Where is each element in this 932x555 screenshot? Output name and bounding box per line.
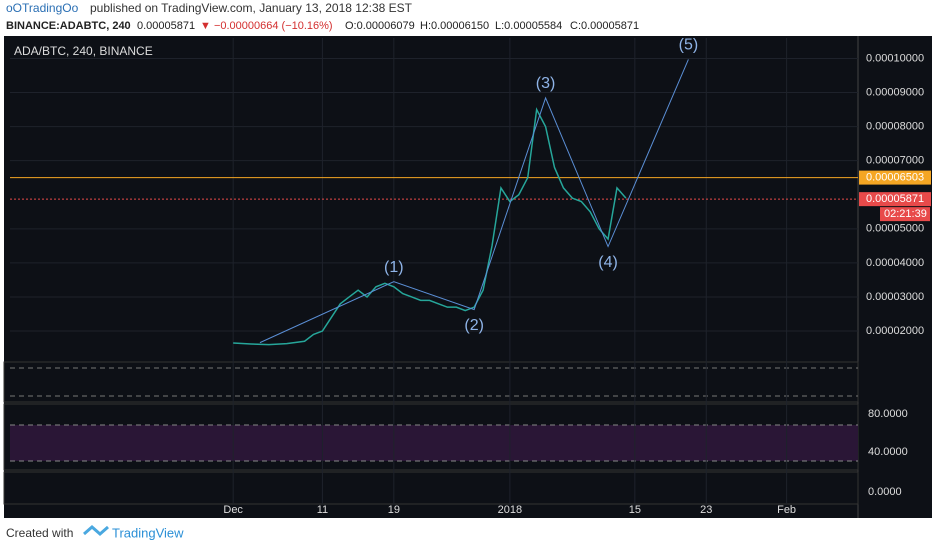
y-tick-label: 0.00004000 — [866, 257, 924, 269]
stoch-pane — [3, 361, 859, 403]
price-line — [233, 107, 627, 346]
wave-label: (1) — [384, 259, 404, 276]
macd-tick: 0.0000 — [868, 486, 902, 498]
wave-line — [259, 59, 689, 344]
footer-brand[interactable]: TradingView — [112, 525, 184, 540]
y-tick-label: 0.00002000 — [866, 325, 924, 337]
change: ▼ −0.00000664 (−10.16%) — [200, 20, 333, 32]
y-tick-label: 0.00005000 — [866, 223, 924, 235]
rsi-tick: 40.0000 — [868, 446, 908, 458]
level-tag — [859, 192, 931, 207]
wave-label: (5) — [679, 37, 699, 54]
x-tick-label: 15 — [629, 504, 641, 516]
chart-title: ADA/BTC, 240, BINANCE — [14, 44, 153, 58]
author[interactable]: oOTradingOo — [6, 1, 79, 15]
open: O:0.00006079 — [345, 20, 415, 32]
close: C:0.00005871 — [570, 20, 639, 32]
level-label: 0.00006503 — [866, 172, 924, 184]
wave-label: (2) — [464, 317, 484, 334]
x-tick-label: 2018 — [498, 504, 522, 516]
logo — [83, 525, 109, 536]
x-tick-label: Feb — [777, 504, 796, 516]
footer-created: Created with — [6, 526, 73, 540]
y-tick-label: 0.00008000 — [866, 120, 924, 132]
rsi-tick: 80.0000 — [868, 408, 908, 420]
high: H:0.00006150 — [420, 20, 489, 32]
wave-label: (4) — [598, 254, 618, 271]
low: L:0.00005584 — [495, 20, 562, 32]
x-tick-label: Dec — [223, 504, 243, 516]
symbol: BINANCE:ADABTC, 240 — [6, 20, 131, 32]
last: 0.00005871 — [137, 20, 195, 32]
level-tag — [859, 170, 931, 185]
indicator-panes: 80.0000 40.0000 0.0000 — [3, 361, 908, 505]
macd-pane — [3, 471, 859, 505]
countdown-tag — [880, 207, 930, 222]
x-tick-label: 19 — [388, 504, 400, 516]
rsi-band — [10, 425, 858, 461]
y-tick-label: 0.00010000 — [866, 52, 924, 64]
published: published on TradingView.com, January 13… — [90, 1, 413, 15]
y-tick-label: 0.00003000 — [866, 291, 924, 303]
y-tick-label: 0.00007000 — [866, 155, 924, 167]
countdown: 02:21:39 — [884, 208, 927, 220]
x-tick-label: 23 — [700, 504, 712, 516]
x-tick-label: 11 — [317, 504, 328, 516]
level-label: 0.00005871 — [866, 193, 924, 205]
wave-label: (3) — [536, 75, 556, 92]
y-tick-label: 0.00009000 — [866, 86, 924, 98]
